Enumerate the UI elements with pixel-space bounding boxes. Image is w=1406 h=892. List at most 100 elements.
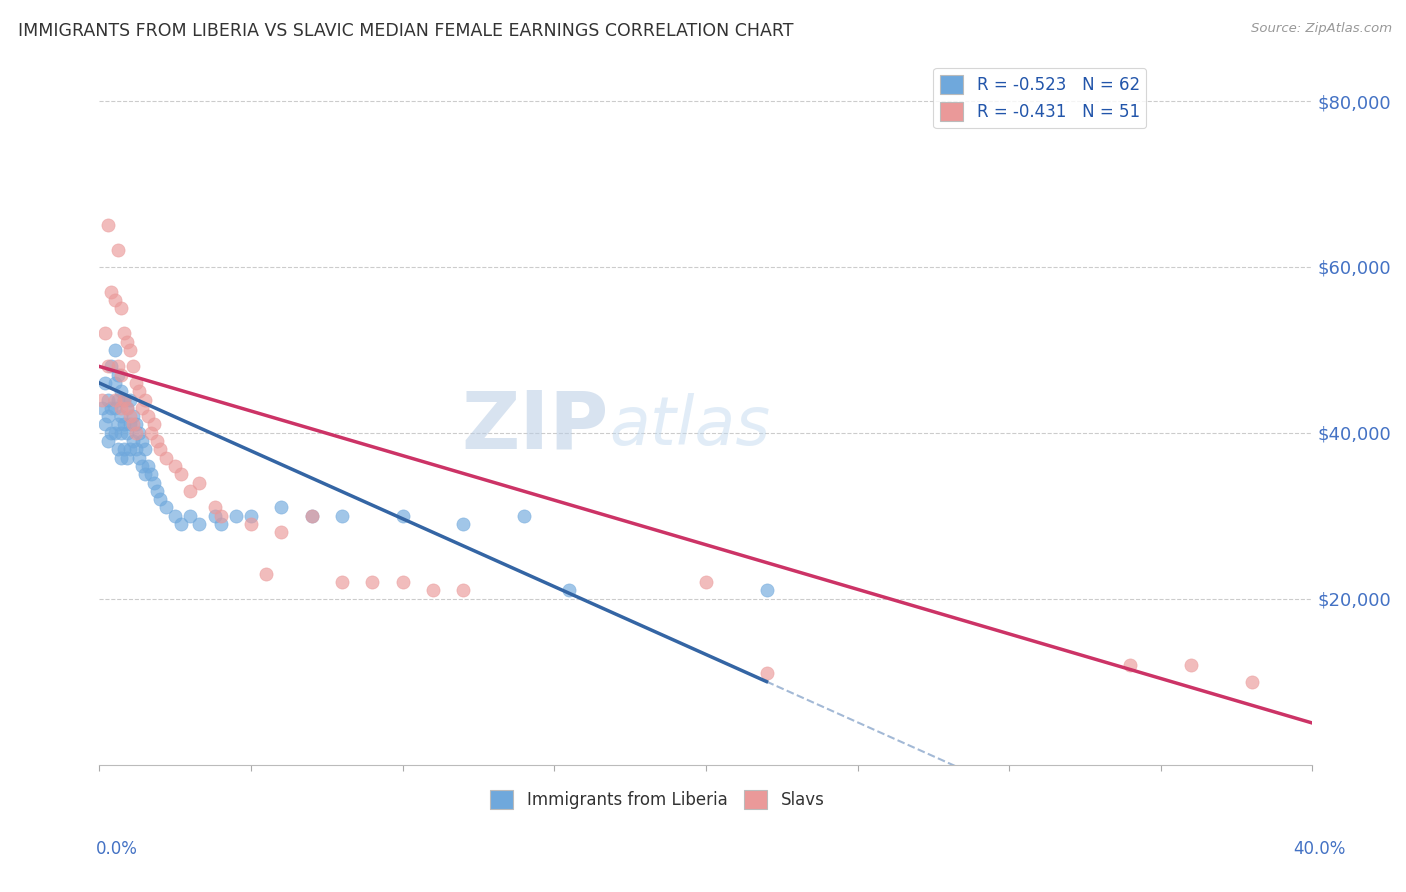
Point — [188, 475, 211, 490]
Point — [755, 666, 778, 681]
Point — [391, 508, 413, 523]
Point — [136, 458, 159, 473]
Point — [118, 442, 141, 457]
Point — [125, 417, 148, 432]
Point — [100, 401, 122, 415]
Point — [225, 508, 247, 523]
Point — [103, 392, 125, 407]
Point — [301, 508, 323, 523]
Point — [270, 500, 292, 515]
Point — [91, 401, 114, 415]
Point — [103, 343, 125, 357]
Point — [128, 450, 150, 465]
Point — [118, 409, 141, 424]
Point — [209, 516, 232, 531]
Point — [139, 425, 162, 440]
Point — [134, 467, 156, 482]
Point — [513, 508, 536, 523]
Point — [301, 508, 323, 523]
Text: 0.0%: 0.0% — [96, 840, 138, 858]
Point — [422, 583, 444, 598]
Point — [139, 467, 162, 482]
Point — [125, 442, 148, 457]
Point — [240, 508, 263, 523]
Point — [170, 516, 193, 531]
Point — [112, 442, 135, 457]
Point — [94, 376, 117, 390]
Point — [112, 326, 135, 341]
Point — [128, 384, 150, 399]
Point — [142, 475, 165, 490]
Point — [103, 376, 125, 390]
Text: 40.0%: 40.0% — [1294, 840, 1346, 858]
Point — [451, 516, 474, 531]
Point — [110, 409, 132, 424]
Point — [755, 583, 778, 598]
Legend: Immigrants from Liberia, Slavs: Immigrants from Liberia, Slavs — [484, 783, 831, 816]
Point — [361, 575, 384, 590]
Point — [110, 368, 132, 382]
Point — [94, 326, 117, 341]
Point — [115, 425, 138, 440]
Point — [695, 575, 717, 590]
Point — [188, 516, 211, 531]
Point — [115, 401, 138, 415]
Point — [118, 392, 141, 407]
Point — [118, 343, 141, 357]
Point — [142, 417, 165, 432]
Point — [451, 583, 474, 598]
Point — [146, 434, 169, 448]
Point — [97, 359, 120, 374]
Point — [107, 244, 129, 258]
Point — [94, 417, 117, 432]
Text: ZIP: ZIP — [461, 387, 609, 465]
Point — [118, 417, 141, 432]
Point — [107, 417, 129, 432]
Point — [155, 450, 177, 465]
Point — [165, 508, 187, 523]
Point — [391, 575, 413, 590]
Point — [107, 359, 129, 374]
Point — [121, 417, 143, 432]
Point — [100, 285, 122, 299]
Point — [134, 442, 156, 457]
Point — [330, 575, 353, 590]
Text: Source: ZipAtlas.com: Source: ZipAtlas.com — [1251, 22, 1392, 36]
Point — [558, 583, 581, 598]
Point — [179, 508, 201, 523]
Point — [112, 392, 135, 407]
Point — [204, 508, 226, 523]
Point — [110, 401, 132, 415]
Point — [1119, 658, 1142, 673]
Point — [115, 334, 138, 349]
Point — [97, 409, 120, 424]
Point — [112, 392, 135, 407]
Point — [179, 483, 201, 498]
Point — [149, 442, 172, 457]
Point — [107, 442, 129, 457]
Point — [131, 458, 153, 473]
Point — [131, 401, 153, 415]
Point — [209, 508, 232, 523]
Point — [97, 434, 120, 448]
Point — [254, 566, 277, 581]
Point — [204, 500, 226, 515]
Point — [110, 384, 132, 399]
Point — [107, 392, 129, 407]
Point — [115, 401, 138, 415]
Text: atlas: atlas — [609, 393, 770, 459]
Point — [1180, 658, 1202, 673]
Point — [155, 500, 177, 515]
Point — [128, 425, 150, 440]
Point — [121, 434, 143, 448]
Point — [149, 492, 172, 507]
Point — [121, 409, 143, 424]
Point — [103, 425, 125, 440]
Point — [110, 450, 132, 465]
Point — [110, 301, 132, 316]
Point — [330, 508, 353, 523]
Point — [146, 483, 169, 498]
Point — [97, 392, 120, 407]
Point — [97, 219, 120, 233]
Point — [110, 425, 132, 440]
